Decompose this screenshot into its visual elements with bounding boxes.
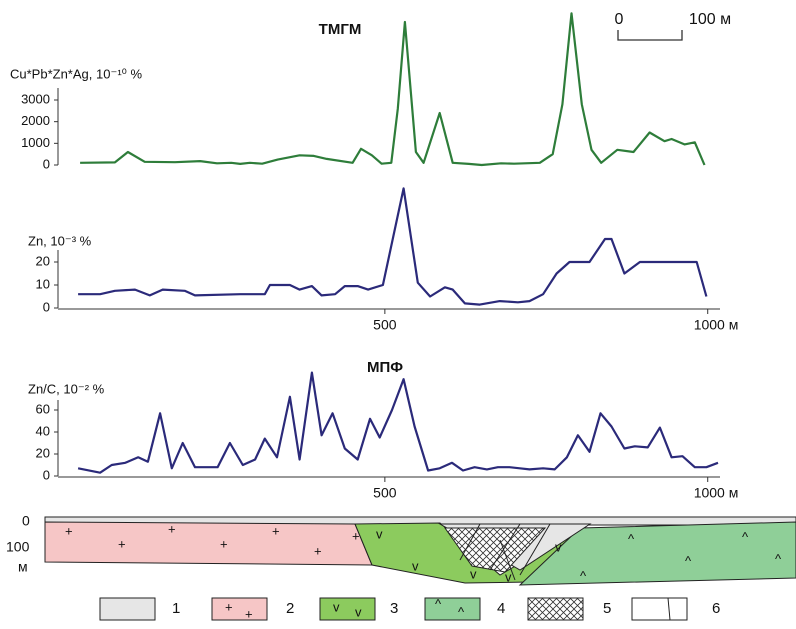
svg-text:v: v bbox=[505, 569, 512, 584]
svg-text:^: ^ bbox=[775, 551, 782, 566]
legend-swatch bbox=[425, 598, 480, 620]
legend-swatch bbox=[100, 598, 155, 620]
svg-text:v: v bbox=[333, 599, 340, 614]
scale-line bbox=[618, 30, 682, 40]
chart-title: ТМГМ bbox=[319, 21, 362, 38]
svg-text:+: + bbox=[168, 521, 176, 536]
legend-label: 3 bbox=[390, 600, 398, 617]
y-tick-label: 1000 bbox=[21, 135, 50, 150]
legend-label: 1 bbox=[172, 600, 180, 617]
svg-text:^: ^ bbox=[742, 529, 749, 544]
svg-text:+: + bbox=[65, 523, 73, 538]
y-tick-label: 20 bbox=[36, 253, 50, 268]
chart-title: МПФ bbox=[367, 359, 403, 376]
y-tick-label: 20 bbox=[36, 445, 50, 460]
y-axis-label: Cu*Pb*Zn*Ag, 10⁻¹⁰ % bbox=[10, 66, 142, 81]
legend-swatch bbox=[212, 598, 267, 620]
depth-top: 0 bbox=[22, 513, 30, 529]
svg-text:v: v bbox=[555, 539, 562, 554]
svg-text:^: ^ bbox=[435, 596, 442, 611]
legend-label: 4 bbox=[497, 600, 505, 617]
y-tick-label: 40 bbox=[36, 423, 50, 438]
y-axis-label: Zn, 10⁻³ % bbox=[28, 233, 92, 248]
svg-text:v: v bbox=[470, 566, 477, 581]
data-line bbox=[80, 13, 704, 165]
legend-swatch bbox=[320, 598, 375, 620]
svg-text:+: + bbox=[272, 523, 280, 538]
svg-text:+: + bbox=[225, 599, 233, 614]
legend-label: 2 bbox=[286, 600, 294, 617]
x-tick-label: 500 bbox=[373, 317, 397, 333]
svg-text:^: ^ bbox=[628, 531, 635, 546]
page: {"chart_data": [ {"type": "line", "title… bbox=[0, 0, 796, 629]
depth-unit: м bbox=[18, 559, 28, 575]
svg-text:^: ^ bbox=[685, 553, 692, 568]
y-tick-label: 60 bbox=[36, 401, 50, 416]
svg-text:+: + bbox=[220, 536, 228, 551]
geologic-section: + + + + + + + v v v v v ^ ^ ^ ^ ^ 0 100 м bbox=[6, 513, 796, 585]
depth-bottom: 100 bbox=[6, 539, 30, 555]
figure: 0 100 м +++++++ vvvvv ^^^^^ 0 100 м ++vv… bbox=[0, 0, 796, 629]
svg-text:^: ^ bbox=[580, 568, 587, 583]
svg-text:+: + bbox=[352, 528, 360, 543]
legend-label: 5 bbox=[603, 600, 611, 617]
svg-text:^: ^ bbox=[458, 604, 465, 619]
scale-start: 0 bbox=[615, 11, 624, 28]
legend-swatch bbox=[528, 598, 583, 620]
scale-bar: 0 100 м bbox=[615, 11, 732, 40]
legend-swatch bbox=[632, 598, 687, 620]
data-line bbox=[78, 373, 718, 473]
svg-text:v: v bbox=[376, 526, 383, 541]
svg-text:+: + bbox=[245, 606, 253, 621]
svg-text:+: + bbox=[118, 536, 126, 551]
x-tick-label: 500 bbox=[373, 485, 397, 501]
layer-2 bbox=[45, 522, 372, 565]
x-tick-label: 1000 м bbox=[694, 485, 739, 501]
svg-text:v: v bbox=[412, 558, 419, 573]
scale-end: 100 м bbox=[689, 11, 731, 28]
y-tick-label: 0 bbox=[43, 156, 50, 171]
y-tick-label: 3000 bbox=[21, 91, 50, 106]
y-tick-label: 2000 bbox=[21, 113, 50, 128]
y-tick-label: 0 bbox=[43, 467, 50, 482]
data-line bbox=[78, 188, 706, 304]
svg-text:+: + bbox=[314, 543, 322, 558]
y-tick-label: 0 bbox=[43, 299, 50, 314]
x-tick-label: 1000 м bbox=[694, 317, 739, 333]
y-tick-label: 10 bbox=[36, 276, 50, 291]
y-axis-label: Zn/C, 10⁻² % bbox=[28, 381, 105, 396]
legend-label: 6 bbox=[712, 600, 720, 617]
svg-text:v: v bbox=[355, 604, 362, 619]
